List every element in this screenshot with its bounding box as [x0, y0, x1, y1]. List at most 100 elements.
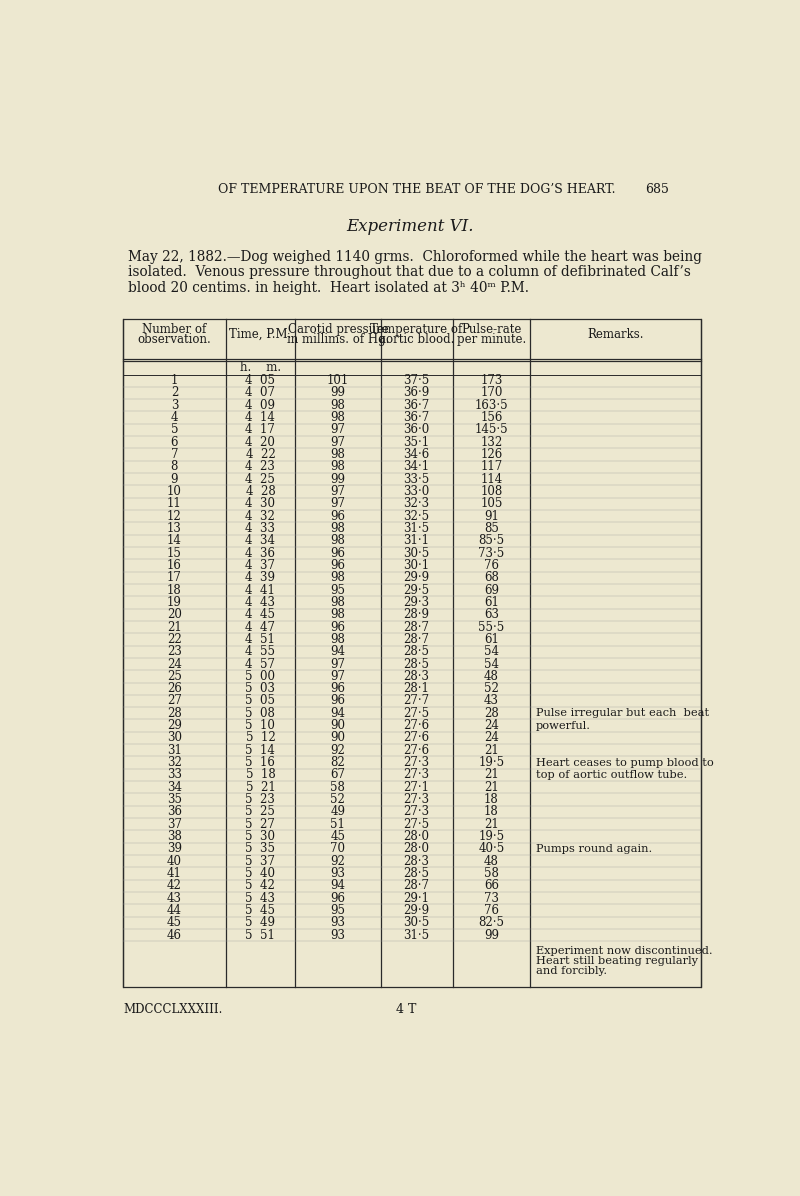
- Text: 85: 85: [484, 521, 499, 535]
- Text: 156: 156: [480, 411, 502, 425]
- Text: 34: 34: [167, 781, 182, 794]
- Text: 55·5: 55·5: [478, 621, 505, 634]
- Text: 28·5: 28·5: [403, 867, 430, 880]
- Text: 85·5: 85·5: [478, 535, 505, 548]
- Text: 4  51: 4 51: [246, 633, 275, 646]
- Text: isolated.  Venous pressure throughout that due to a column of defibrinated Calf’: isolated. Venous pressure throughout tha…: [128, 266, 690, 279]
- Text: 28·5: 28·5: [403, 645, 430, 658]
- Text: 28·5: 28·5: [403, 658, 430, 671]
- Text: 99: 99: [330, 472, 346, 486]
- Text: 9: 9: [170, 472, 178, 486]
- Text: Remarks.: Remarks.: [587, 328, 644, 341]
- Text: 45: 45: [330, 830, 346, 843]
- Text: 28·3: 28·3: [403, 670, 430, 683]
- Text: in millims. of Hg.: in millims. of Hg.: [286, 332, 389, 346]
- Text: 5  30: 5 30: [246, 830, 275, 843]
- Text: aortic blood.: aortic blood.: [379, 332, 454, 346]
- Text: 4  09: 4 09: [246, 398, 275, 411]
- Text: 97: 97: [330, 498, 346, 511]
- Text: 4  17: 4 17: [246, 423, 275, 437]
- Text: 98: 98: [330, 572, 346, 585]
- Text: 163·5: 163·5: [474, 398, 508, 411]
- Text: 33: 33: [167, 768, 182, 781]
- Text: 48: 48: [484, 855, 499, 867]
- Text: 36·7: 36·7: [403, 398, 430, 411]
- Text: 27·3: 27·3: [403, 768, 430, 781]
- Text: 10: 10: [167, 486, 182, 498]
- Text: 18: 18: [484, 793, 498, 806]
- Text: 35: 35: [167, 793, 182, 806]
- Text: 76: 76: [484, 559, 499, 572]
- Text: 5  40: 5 40: [246, 867, 275, 880]
- Text: 4 T: 4 T: [396, 1002, 416, 1015]
- Text: 12: 12: [167, 509, 182, 523]
- Text: 5  43: 5 43: [246, 892, 275, 904]
- Text: 19: 19: [167, 596, 182, 609]
- Text: 82: 82: [330, 756, 346, 769]
- Text: 5  12: 5 12: [246, 732, 275, 744]
- Text: Experiment VI.: Experiment VI.: [346, 218, 474, 236]
- Text: 5  14: 5 14: [246, 744, 275, 757]
- Text: 25: 25: [167, 670, 182, 683]
- Text: 4  20: 4 20: [246, 435, 275, 448]
- Text: 24: 24: [484, 732, 499, 744]
- Text: 99: 99: [484, 928, 499, 941]
- Text: 105: 105: [480, 498, 502, 511]
- Text: 73: 73: [484, 892, 499, 904]
- Text: 94: 94: [330, 707, 346, 720]
- Text: 28·7: 28·7: [403, 879, 430, 892]
- Text: 28·0: 28·0: [403, 842, 430, 855]
- Text: 98: 98: [330, 633, 346, 646]
- Text: 27·3: 27·3: [403, 805, 430, 818]
- Text: 4  32: 4 32: [246, 509, 275, 523]
- Text: 5  49: 5 49: [246, 916, 275, 929]
- Text: 93: 93: [330, 867, 346, 880]
- Text: 61: 61: [484, 596, 499, 609]
- Text: 26: 26: [167, 682, 182, 695]
- Text: 5  37: 5 37: [246, 855, 275, 867]
- Text: 28·7: 28·7: [403, 633, 430, 646]
- Text: 36·9: 36·9: [403, 386, 430, 399]
- Text: 28·3: 28·3: [403, 855, 430, 867]
- Text: and forcibly.: and forcibly.: [535, 966, 606, 976]
- Text: 5  00: 5 00: [246, 670, 275, 683]
- Text: 91: 91: [484, 509, 499, 523]
- Text: 82·5: 82·5: [478, 916, 504, 929]
- Text: 27: 27: [167, 695, 182, 708]
- Text: 33·0: 33·0: [403, 486, 430, 498]
- Text: 29·5: 29·5: [403, 584, 430, 597]
- Text: 29: 29: [167, 719, 182, 732]
- Text: 4  33: 4 33: [246, 521, 275, 535]
- Text: 94: 94: [330, 879, 346, 892]
- Text: top of aortic outflow tube.: top of aortic outflow tube.: [535, 770, 686, 780]
- Text: 4  37: 4 37: [246, 559, 275, 572]
- Text: 33·5: 33·5: [403, 472, 430, 486]
- Text: 31·5: 31·5: [403, 521, 430, 535]
- Text: 31: 31: [167, 744, 182, 757]
- Text: 4  28: 4 28: [246, 486, 275, 498]
- Text: 93: 93: [330, 916, 346, 929]
- Text: 5  25: 5 25: [246, 805, 275, 818]
- Text: Time, P.M.: Time, P.M.: [230, 328, 292, 341]
- Text: 97: 97: [330, 670, 346, 683]
- Text: 4  25: 4 25: [246, 472, 275, 486]
- Text: 42: 42: [167, 879, 182, 892]
- Text: 98: 98: [330, 398, 346, 411]
- Text: 4  39: 4 39: [246, 572, 275, 585]
- Text: 41: 41: [167, 867, 182, 880]
- Text: 21: 21: [167, 621, 182, 634]
- Text: 90: 90: [330, 719, 346, 732]
- Text: 30·5: 30·5: [403, 916, 430, 929]
- Text: Experiment now discontinued.: Experiment now discontinued.: [535, 946, 712, 956]
- Text: 5  42: 5 42: [246, 879, 275, 892]
- Text: 52: 52: [330, 793, 346, 806]
- Text: 4  36: 4 36: [246, 547, 275, 560]
- Text: 35·1: 35·1: [403, 435, 430, 448]
- Text: 39: 39: [167, 842, 182, 855]
- Text: 29·9: 29·9: [403, 904, 430, 917]
- Text: 98: 98: [330, 460, 346, 474]
- Text: 18: 18: [167, 584, 182, 597]
- Text: 30·5: 30·5: [403, 547, 430, 560]
- Text: 32·3: 32·3: [403, 498, 430, 511]
- Text: 5: 5: [170, 423, 178, 437]
